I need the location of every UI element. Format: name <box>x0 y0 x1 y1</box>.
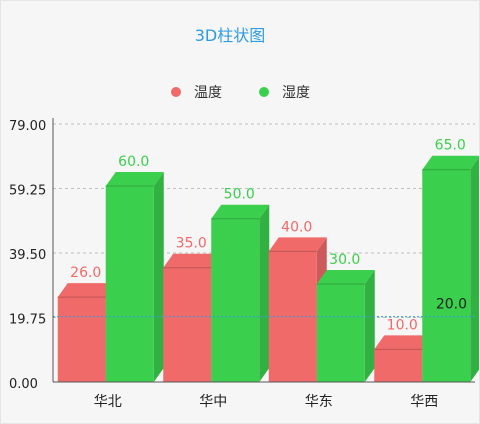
data-label: 10.0 <box>387 317 418 333</box>
x-tick-label: 华中 <box>199 394 227 410</box>
data-label: 26.0 <box>70 265 101 281</box>
bar-side-face <box>259 204 270 382</box>
bar-front-face <box>57 297 106 382</box>
y-tick-label: 0.00 <box>9 377 38 392</box>
bar-华西-温度[interactable] <box>374 335 433 382</box>
reference-line-label: 20.0 <box>436 297 467 313</box>
data-label: 40.0 <box>281 219 312 235</box>
chart-title: 3D柱状图 <box>195 26 266 45</box>
y-tick-label: 59.25 <box>9 184 46 199</box>
legend-label-0: 温度 <box>194 85 222 101</box>
bar-top-face <box>422 155 479 170</box>
bar-top-face <box>268 237 327 252</box>
bar-front-face <box>163 267 212 382</box>
bar-top-face <box>211 204 270 219</box>
y-tick-label: 79.00 <box>9 119 46 134</box>
x-tick-label: 华北 <box>94 394 122 410</box>
data-label: 35.0 <box>176 236 207 252</box>
bar-front-face <box>316 284 365 382</box>
data-label: 30.0 <box>329 252 360 268</box>
bar-front-face <box>105 186 154 382</box>
legend-label-1: 湿度 <box>282 85 310 101</box>
bar-top-face <box>316 270 375 285</box>
data-label: 50.0 <box>224 187 255 203</box>
y-tick-label: 19.75 <box>9 313 46 328</box>
data-labels: 26.0 60.0 35.0 50.0 40.0 30.0 10.0 65.0 20.0 <box>53 138 475 333</box>
bar-top-face <box>163 253 222 268</box>
bar-华北-湿度[interactable] <box>105 172 164 382</box>
x-tick-label: 华西 <box>410 394 438 410</box>
bar-top-face <box>374 335 433 350</box>
y-tick-label: 39.50 <box>9 248 46 263</box>
bars <box>57 155 479 382</box>
bar-front-face <box>374 349 423 382</box>
bar-top-face <box>105 172 164 187</box>
legend[interactable]: 温度 湿度 <box>171 85 310 101</box>
legend-marker-1 <box>259 87 269 97</box>
axes: 华北 华中 华东 华西 <box>52 118 475 410</box>
data-label: 60.0 <box>118 154 149 170</box>
bar-top-face <box>57 283 116 298</box>
bar-华中-湿度[interactable] <box>211 204 270 382</box>
bar-side-face <box>153 172 164 382</box>
x-tick-label: 华东 <box>305 394 333 410</box>
bar-front-face <box>422 169 471 382</box>
bar-华东-湿度[interactable] <box>316 270 375 382</box>
data-label: 65.0 <box>435 138 466 154</box>
bar-华西-湿度[interactable] <box>422 155 479 382</box>
legend-marker-0 <box>171 87 181 97</box>
bar-side-face <box>364 270 375 382</box>
bar-front-face <box>211 218 260 382</box>
bar-front-face <box>268 251 317 382</box>
bar-side-face <box>470 157 479 382</box>
